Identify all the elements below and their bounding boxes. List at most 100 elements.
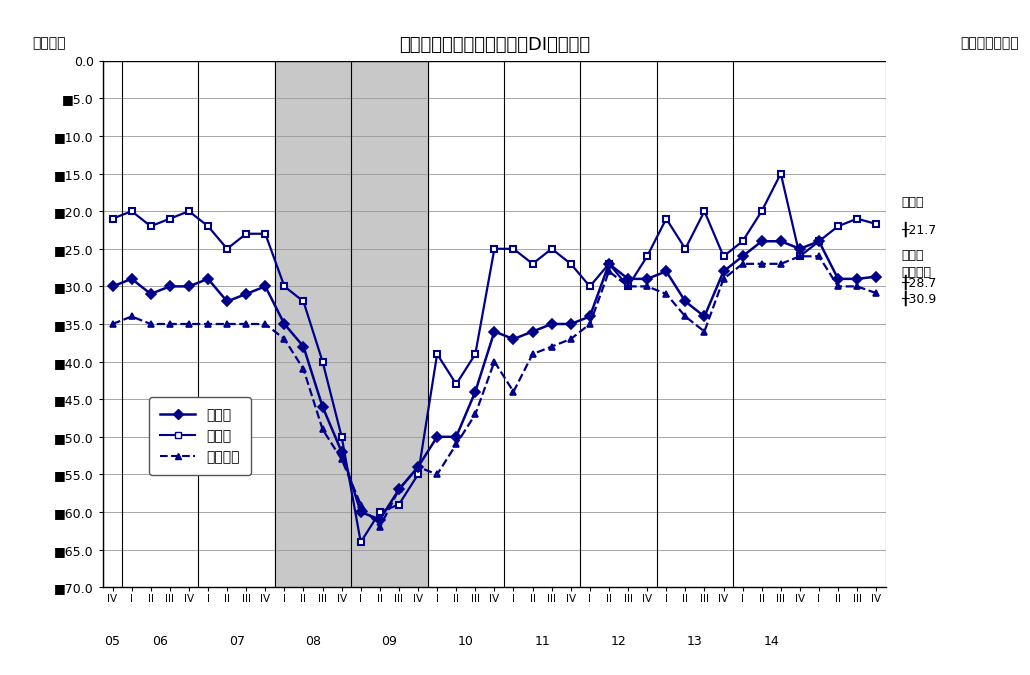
Text: ╂30.9: ╂30.9 — [901, 291, 936, 306]
全産業 — [526, 327, 539, 335]
製造業 — [698, 207, 711, 215]
非製造業 — [316, 425, 329, 433]
全産業 — [106, 282, 118, 290]
製造業 — [603, 260, 615, 268]
非製造業 — [126, 313, 138, 321]
全産業 — [260, 282, 272, 290]
製造業 — [832, 222, 845, 230]
非製造業 — [546, 342, 558, 350]
全産業 — [202, 275, 214, 283]
非製造業 — [469, 410, 481, 418]
非製造業 — [698, 327, 711, 335]
製造業 — [660, 215, 673, 223]
Text: 09: 09 — [381, 634, 398, 647]
全産業 — [736, 252, 749, 261]
製造業 — [526, 260, 539, 268]
Line: 全産業: 全産業 — [109, 238, 880, 523]
全産業 — [126, 275, 138, 283]
非製造業 — [412, 463, 424, 471]
全産業 — [144, 290, 157, 298]
非製造業 — [717, 275, 729, 283]
全産業 — [546, 320, 558, 328]
製造業 — [450, 380, 462, 388]
Text: （ＤＩ）: （ＤＩ） — [33, 36, 66, 50]
Text: 製造業: 製造業 — [901, 196, 924, 209]
全産業 — [392, 485, 405, 493]
非製造業 — [813, 252, 825, 261]
全産業 — [679, 298, 691, 306]
製造業 — [316, 358, 329, 366]
Text: 07: 07 — [229, 634, 245, 647]
製造業 — [392, 500, 405, 508]
製造業 — [775, 169, 787, 178]
全産業 — [278, 320, 290, 328]
非製造業 — [144, 320, 157, 328]
製造業 — [431, 350, 443, 358]
製造業 — [412, 470, 424, 479]
全産業 — [298, 342, 310, 350]
製造業 — [564, 260, 577, 268]
Bar — [275, 61, 427, 587]
製造業 — [813, 237, 825, 245]
非製造業 — [832, 282, 845, 290]
Legend: 全産業, 製造業, 非製造業: 全産業, 製造業, 非製造業 — [149, 397, 250, 475]
非製造業 — [374, 523, 386, 531]
全産業 — [316, 403, 329, 411]
全産業 — [182, 282, 195, 290]
全産業 — [240, 290, 252, 298]
非製造業 — [584, 320, 596, 328]
製造業 — [717, 252, 729, 261]
全産業 — [488, 327, 501, 335]
非製造業 — [164, 320, 176, 328]
製造業 — [374, 508, 386, 516]
非製造業 — [488, 358, 501, 366]
全産業 — [336, 448, 348, 456]
非製造業 — [182, 320, 195, 328]
非製造業 — [794, 252, 806, 261]
Text: 14: 14 — [763, 634, 779, 647]
全産業 — [564, 320, 577, 328]
製造業 — [794, 252, 806, 261]
製造業 — [354, 538, 367, 546]
非製造業 — [278, 335, 290, 343]
製造業 — [220, 245, 233, 253]
Text: ╂21.7: ╂21.7 — [901, 221, 936, 237]
製造業 — [584, 282, 596, 290]
全産業 — [698, 313, 711, 321]
製造業 — [870, 220, 883, 228]
全産業 — [431, 433, 443, 441]
製造業 — [508, 245, 520, 253]
全産業 — [354, 508, 367, 516]
非製造業 — [298, 365, 310, 373]
非製造業 — [260, 320, 272, 328]
全産業 — [508, 335, 520, 343]
製造業 — [260, 230, 272, 238]
Text: 08: 08 — [305, 634, 321, 647]
製造業 — [641, 252, 653, 261]
製造業 — [622, 282, 634, 290]
Text: 全産業: 全産業 — [901, 249, 924, 262]
全産業 — [220, 298, 233, 306]
非製造業 — [336, 456, 348, 464]
非製造業 — [450, 440, 462, 448]
全産業 — [717, 267, 729, 275]
製造業 — [469, 350, 481, 358]
非製造業 — [564, 335, 577, 343]
全産業 — [164, 282, 176, 290]
非製造業 — [508, 387, 520, 396]
製造業 — [202, 222, 214, 230]
製造業 — [144, 222, 157, 230]
全産業 — [851, 275, 863, 283]
製造業 — [546, 245, 558, 253]
非製造業 — [106, 320, 118, 328]
製造業 — [336, 433, 348, 441]
非製造業 — [870, 289, 883, 297]
製造業 — [164, 215, 176, 223]
非製造業 — [660, 290, 673, 298]
非製造業 — [622, 282, 634, 290]
製造業 — [278, 282, 290, 290]
全産業 — [641, 275, 653, 283]
非製造業 — [603, 267, 615, 275]
製造業 — [679, 245, 691, 253]
全産業 — [603, 260, 615, 268]
